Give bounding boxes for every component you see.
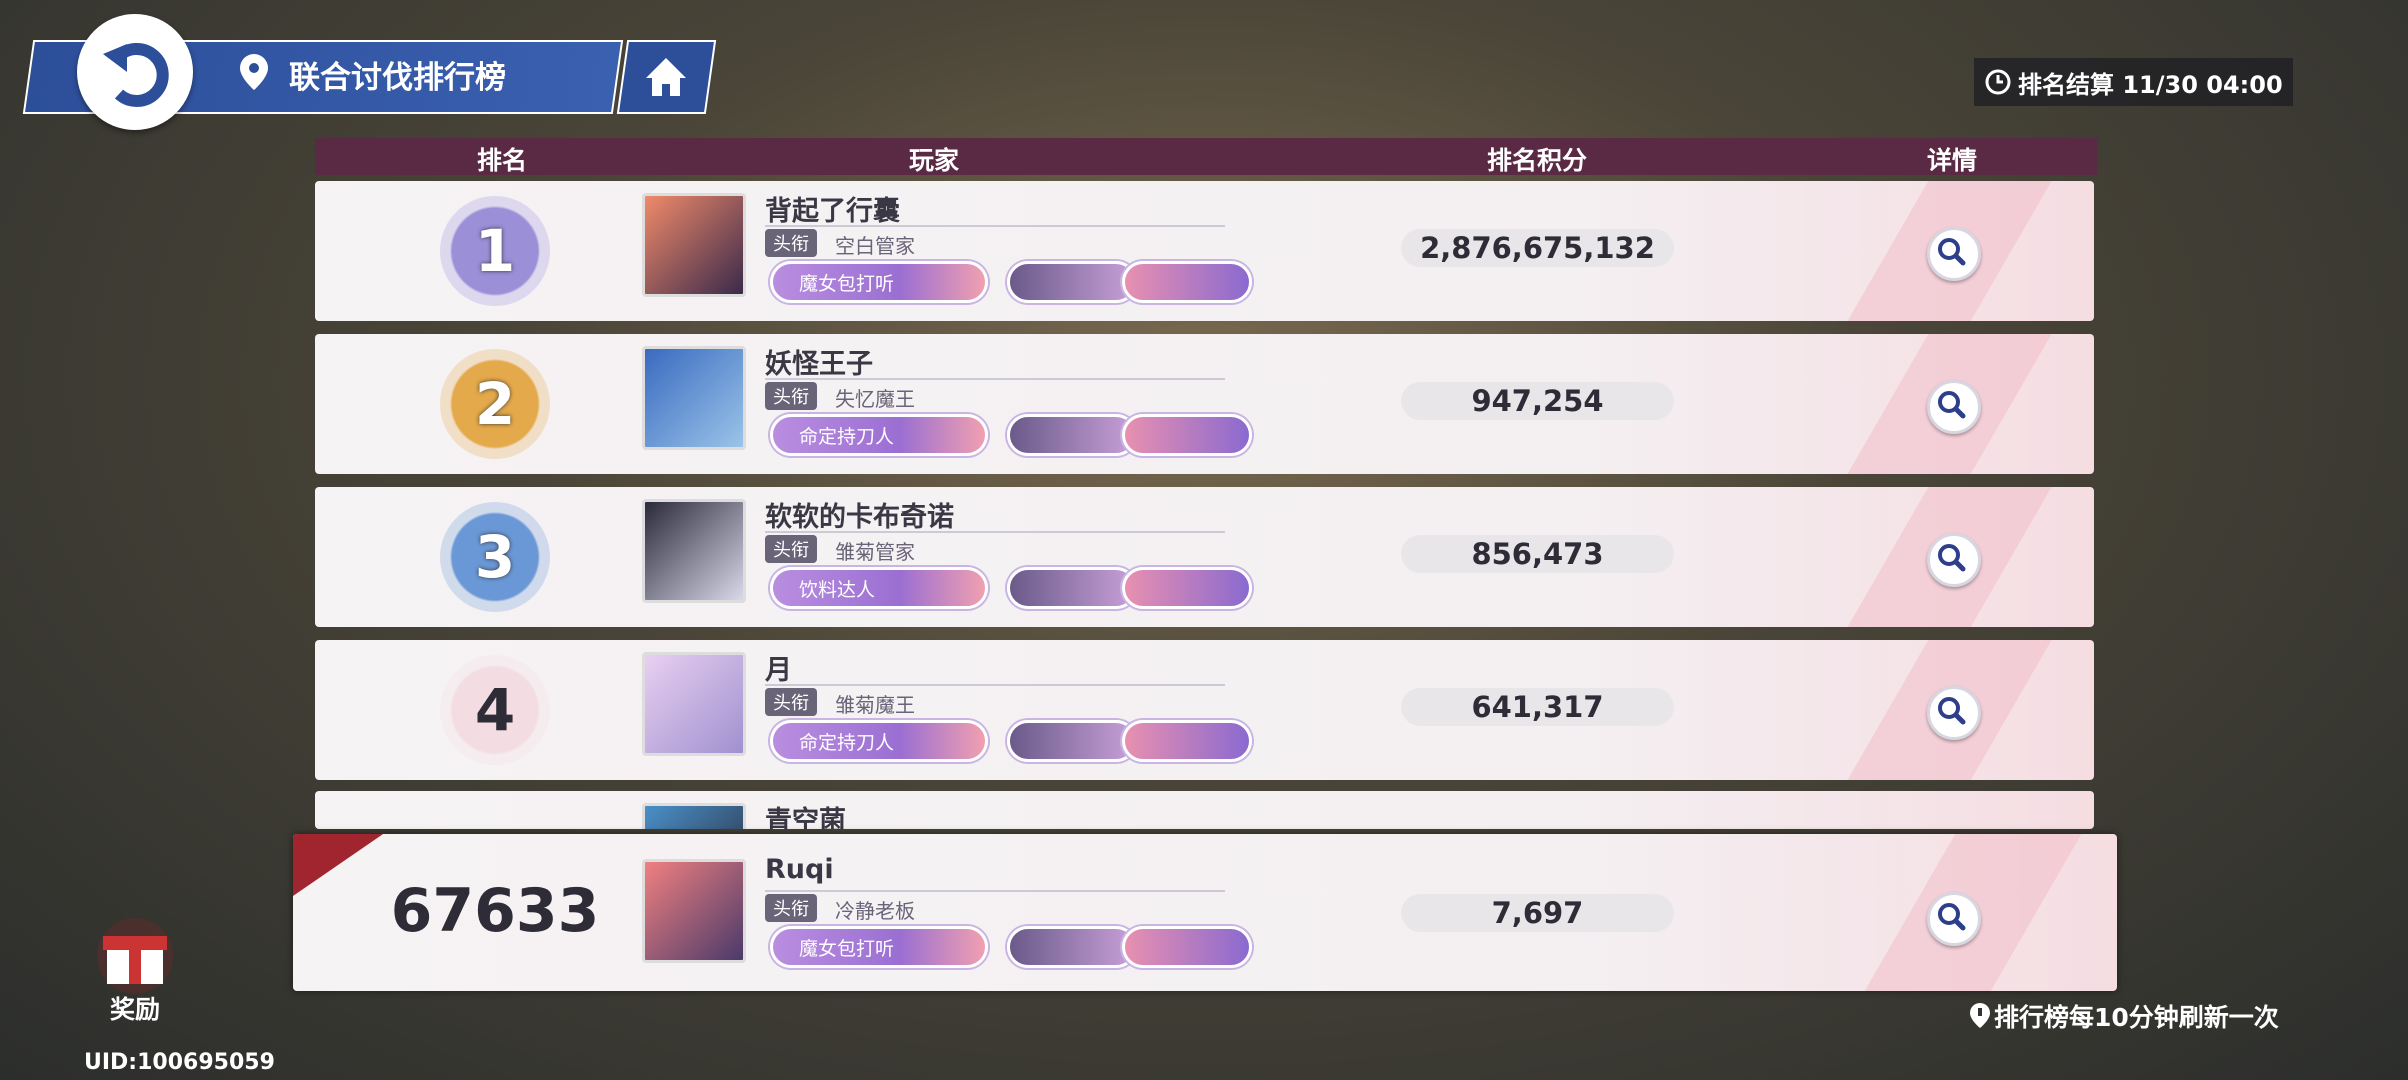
refresh-note: 排行榜每10分钟刷新一次: [1966, 998, 2279, 1034]
detail-button[interactable]: [1927, 533, 1981, 587]
player-name: 软软的卡布奇诺: [765, 502, 954, 533]
rank-row: 4 月头衔 雏菊魔王命定持刀人 641,317: [315, 640, 2094, 780]
detail-button[interactable]: [1927, 380, 1981, 434]
rank-medal: 2: [440, 349, 550, 459]
badge: 饮料达人: [770, 567, 988, 609]
detail-button[interactable]: [1927, 892, 1981, 946]
companion: [1007, 926, 1137, 968]
companion: [1007, 261, 1137, 303]
badge: 魔女包打听: [770, 261, 988, 303]
player-name: 青空菌: [765, 806, 846, 829]
avatar: [642, 859, 746, 963]
companion: [1122, 414, 1252, 456]
self-rank: 67633: [390, 876, 600, 946]
location-icon: [240, 54, 268, 90]
player-name: 妖怪王子: [765, 349, 873, 380]
companion: [1122, 926, 1252, 968]
score: 7,697: [1401, 894, 1674, 932]
companion: [1007, 414, 1137, 456]
name-underline: [765, 684, 1225, 686]
title-tag: 头衔: [765, 535, 817, 563]
magnifier-icon: [1938, 391, 1966, 419]
score: 947,254: [1401, 382, 1674, 420]
player-name: 月: [765, 655, 792, 686]
rank-medal: 3: [440, 502, 550, 612]
self-row: 67633 Ruqi 头衔 冷静老板魔女包打听 7,697: [293, 834, 2117, 991]
gift: [97, 918, 173, 994]
score: 2,876,675,132: [1401, 229, 1674, 267]
uid: UID:100695059: [84, 1050, 275, 1075]
badge: 命定持刀人: [770, 414, 988, 456]
magnifier-icon: [1938, 903, 1966, 931]
column-header: 排名积分: [1486, 146, 1587, 175]
name-underline: [765, 378, 1225, 380]
magnifier-icon: [1938, 544, 1966, 572]
detail-button[interactable]: [1927, 686, 1981, 740]
settlement-box: 排名结算 11/30 04:00: [1974, 58, 2293, 106]
magnifier-icon: [1938, 238, 1966, 266]
page-title: 联合讨伐排行榜: [289, 60, 506, 96]
table-header: [315, 138, 2097, 175]
title-tag: 头衔: [765, 382, 817, 410]
avatar: [642, 193, 746, 297]
avatar: [642, 803, 746, 829]
clock-icon: [1985, 69, 2011, 95]
rank-medal: 1: [440, 196, 550, 306]
player-title: 空白管家: [835, 234, 915, 258]
companion: [1122, 261, 1252, 303]
badge: 魔女包打听: [770, 926, 988, 968]
companion: [1007, 567, 1137, 609]
player-name: Ruqi: [765, 854, 834, 885]
back-icon: [103, 43, 169, 107]
companion: [1007, 720, 1137, 762]
title-tag: 头衔: [765, 894, 817, 922]
player-name: 背起了行囊: [765, 196, 900, 227]
score: 856,473: [1401, 535, 1674, 573]
companion: [1122, 720, 1252, 762]
avatar: [642, 346, 746, 450]
reward-icon[interactable]: [93, 914, 177, 994]
player-title: 雏菊管家: [835, 540, 915, 564]
rank-row: 3 软软的卡布奇诺 头衔 雏菊管家饮料达人 856,473: [315, 487, 2094, 627]
player-title: 雏菊魔王: [835, 693, 915, 717]
rank-row: 2 妖怪王子 头衔 失忆魔王命定持刀人 947,254: [315, 334, 2094, 474]
back-button[interactable]: [77, 14, 193, 130]
badge: 命定持刀人: [770, 720, 988, 762]
refresh-text: 排行榜每10分钟刷新一次: [1994, 1003, 2279, 1032]
partial-row: 青空菌: [315, 791, 2094, 829]
rank-row: 1 背起了行囊 头衔 空白管家魔女包打听 2,876,675,132: [315, 181, 2094, 321]
self-corner: [293, 834, 383, 896]
name-underline: [765, 890, 1225, 892]
avatar: [642, 652, 746, 756]
column-header: 玩家: [908, 146, 959, 175]
column-header: 详情: [1926, 146, 1977, 175]
companion: [1122, 567, 1252, 609]
magnifier-icon: [1938, 697, 1966, 725]
rank-medal: 4: [440, 655, 550, 765]
name-underline: [765, 225, 1225, 227]
player-title: 失忆魔王: [835, 387, 915, 411]
title-tag: 头衔: [765, 688, 817, 716]
column-header: 排名: [476, 146, 527, 175]
settlement-time: 排名结算 11/30 04:00: [2018, 70, 2283, 99]
score: 641,317: [1401, 688, 1674, 726]
title-tag: 头衔: [765, 229, 817, 257]
reward-label: 奖励: [109, 995, 160, 1024]
home-icon: [646, 58, 686, 96]
name-underline: [765, 531, 1225, 533]
info-icon: [1970, 1003, 1990, 1028]
avatar: [642, 499, 746, 603]
home-button[interactable]: [616, 40, 717, 114]
player-title: 冷静老板: [835, 899, 915, 923]
detail-button[interactable]: [1927, 227, 1981, 281]
